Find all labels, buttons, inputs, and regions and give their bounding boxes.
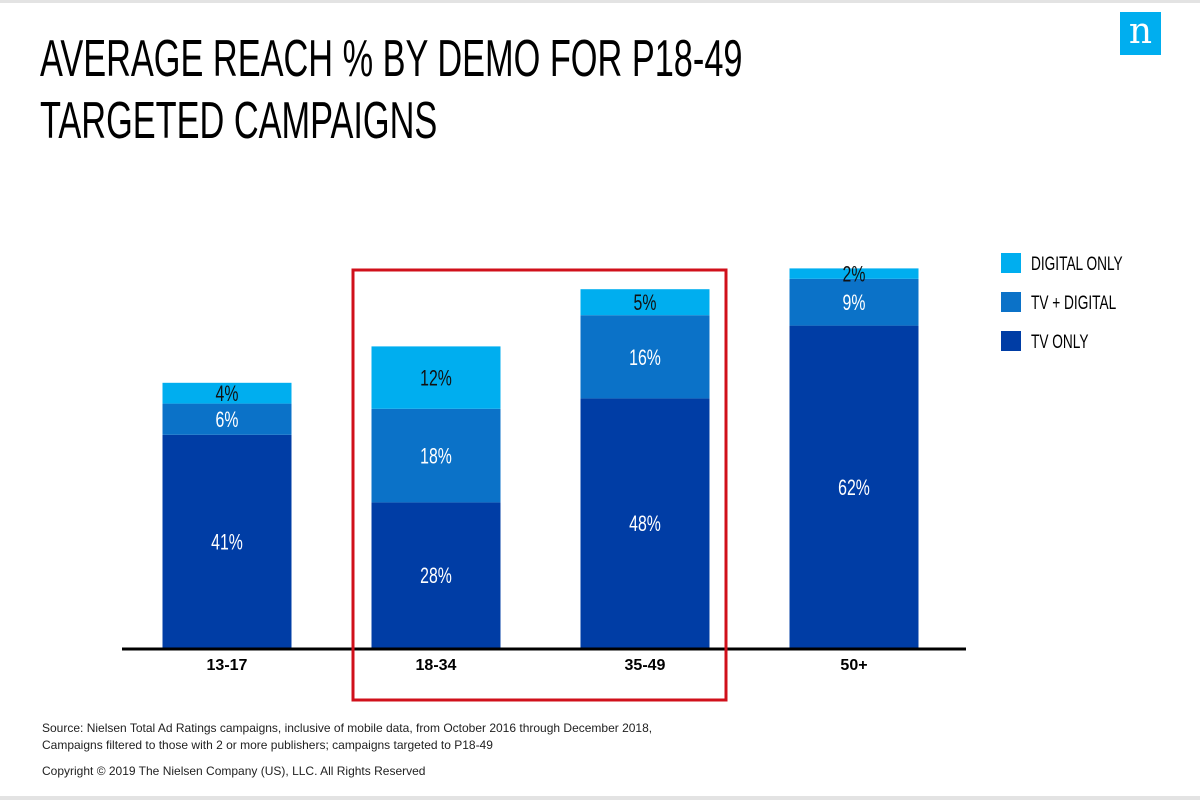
legend-swatch-digital-only xyxy=(1001,253,1021,273)
label-50-digital-only: 2% xyxy=(843,263,866,287)
title-line-2: TARGETED CAMPAIGNS xyxy=(40,92,438,150)
copyright-text: Copyright © 2019 The Nielsen Company (US… xyxy=(42,764,426,778)
bar-13-17-tv-only xyxy=(162,434,292,648)
bar-18-34-digital-only xyxy=(371,346,501,409)
bar-13-17-digital-only xyxy=(162,382,292,404)
legend: DIGITAL ONLY TV + DIGITAL TV ONLY xyxy=(1001,253,1123,353)
bar-18-34-tv-digital xyxy=(371,408,501,503)
legend-label-tv-digital: TV + DIGITAL xyxy=(1031,292,1116,314)
label-18-34-tv-digital: 18% xyxy=(420,445,452,469)
label-18-34-digital-only: 12% xyxy=(420,367,452,391)
category-label-35-49: 35-49 xyxy=(625,657,666,674)
legend-swatch-tv-digital xyxy=(1001,292,1021,312)
category-label-50: 50+ xyxy=(840,657,867,674)
legend-label-digital-only: DIGITAL ONLY xyxy=(1031,253,1123,275)
source-line-2: Campaigns filtered to those with 2 or mo… xyxy=(42,738,493,752)
category-labels-group: 13-17 18-34 35-49 50+ xyxy=(207,657,868,674)
bar-18-34-tv-only xyxy=(371,502,501,648)
label-13-17-digital-only: 4% xyxy=(216,383,239,407)
label-50-tv-only: 62% xyxy=(838,476,870,500)
title-line-1: AVERAGE REACH % BY DEMO FOR P18-49 xyxy=(40,30,743,88)
label-18-34-tv-only: 28% xyxy=(420,565,452,589)
label-35-49-tv-only: 48% xyxy=(629,513,661,537)
bar-13-17-tv-digital xyxy=(162,403,292,435)
highlight-box xyxy=(351,268,728,702)
bar-35-49-tv-digital xyxy=(580,315,710,399)
bar-50-tv-digital xyxy=(789,278,919,326)
legend-label-tv-only: TV ONLY xyxy=(1031,331,1088,353)
bar-50-digital-only xyxy=(789,268,919,279)
top-border xyxy=(0,0,1200,3)
label-35-49-digital-only: 5% xyxy=(634,292,657,316)
bar-35-49-tv-only xyxy=(580,398,710,648)
label-35-49-tv-digital: 16% xyxy=(629,346,661,370)
source-note: Source: Nielsen Total Ad Ratings campaig… xyxy=(42,720,652,754)
page-title: AVERAGE REACH % BY DEMO FOR P18-49 TARGE… xyxy=(40,28,743,152)
label-50-tv-digital: 9% xyxy=(843,292,866,316)
stacked-bar-chart: 41% 6%4% 28% 18% 12% 48% 16% 5% 62% 9% 2% 13-17 18-… xyxy=(122,253,1123,702)
label-13-17-tv-only: 41% xyxy=(211,531,243,555)
bar-50-tv-only xyxy=(789,325,919,648)
bottom-border xyxy=(0,796,1200,800)
legend-swatch-tv-only xyxy=(1001,331,1021,351)
category-label-18-34: 18-34 xyxy=(416,657,457,674)
bar-35-49-digital-only xyxy=(580,289,710,316)
category-label-13-17: 13-17 xyxy=(207,657,248,674)
label-13-17-tv-digital: 6% xyxy=(216,409,239,433)
logo-letter: n xyxy=(1128,10,1153,52)
segment-labels-group: 41% 6%4% 28% 18% 12% 48% 16% 5% 62% 9% 2% xyxy=(211,263,870,589)
copyright-note: Copyright © 2019 The Nielsen Company (US… xyxy=(42,763,425,780)
nielsen-logo: n xyxy=(1120,12,1161,55)
bars-group xyxy=(162,268,919,648)
source-line-1: Source: Nielsen Total Ad Ratings campaig… xyxy=(42,721,653,735)
